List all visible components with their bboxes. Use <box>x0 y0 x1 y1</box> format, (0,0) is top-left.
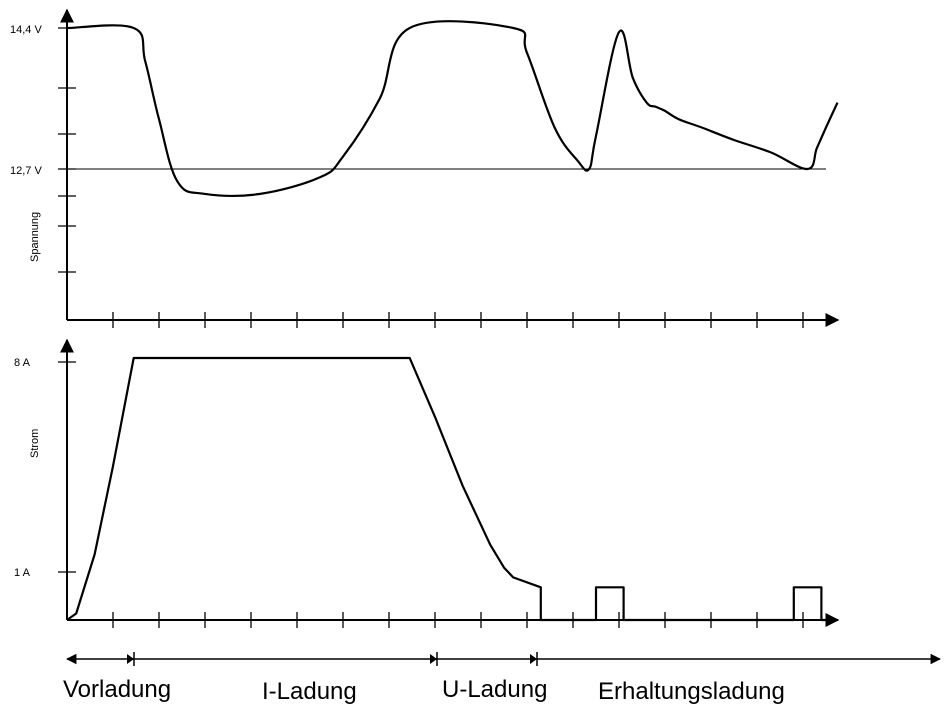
voltage-axis-title: Spannung <box>29 212 41 262</box>
current-series-line <box>66 356 826 622</box>
current-tick-label-8a: 8 A <box>14 357 31 369</box>
phase-boundary-arrow <box>430 654 437 664</box>
current-chart: 8 A 1 A Strom <box>14 338 840 628</box>
voltage-tick-label-12-7: 12,7 V <box>10 165 42 177</box>
voltage-x-ticks <box>112 312 804 328</box>
phase-boundary-markers <box>127 652 538 666</box>
phase-label-vorladung: Vorladung <box>63 676 171 703</box>
voltage-tick-label-14-4: 14,4 V <box>10 24 42 36</box>
phase-timeline: Vorladung I-Ladung U-Ladung Erhaltungsla… <box>63 652 942 705</box>
phase-boundary-arrow <box>127 654 134 664</box>
phase-boundary-arrow <box>530 654 537 664</box>
phase-label-u-ladung: U-Ladung <box>442 676 547 703</box>
current-y-ticks <box>58 361 76 573</box>
current-x-ticks <box>112 612 804 628</box>
phase-label-i-ladung: I-Ladung <box>262 678 357 705</box>
voltage-series-line <box>66 20 839 197</box>
current-axis-title: Strom <box>29 429 41 458</box>
phase-label-erhaltungsladung: Erhaltungsladung <box>598 678 785 705</box>
current-tick-label-1a: 1 A <box>14 567 31 579</box>
voltage-chart: 14,4 V 12,7 V Spannung <box>10 8 840 328</box>
